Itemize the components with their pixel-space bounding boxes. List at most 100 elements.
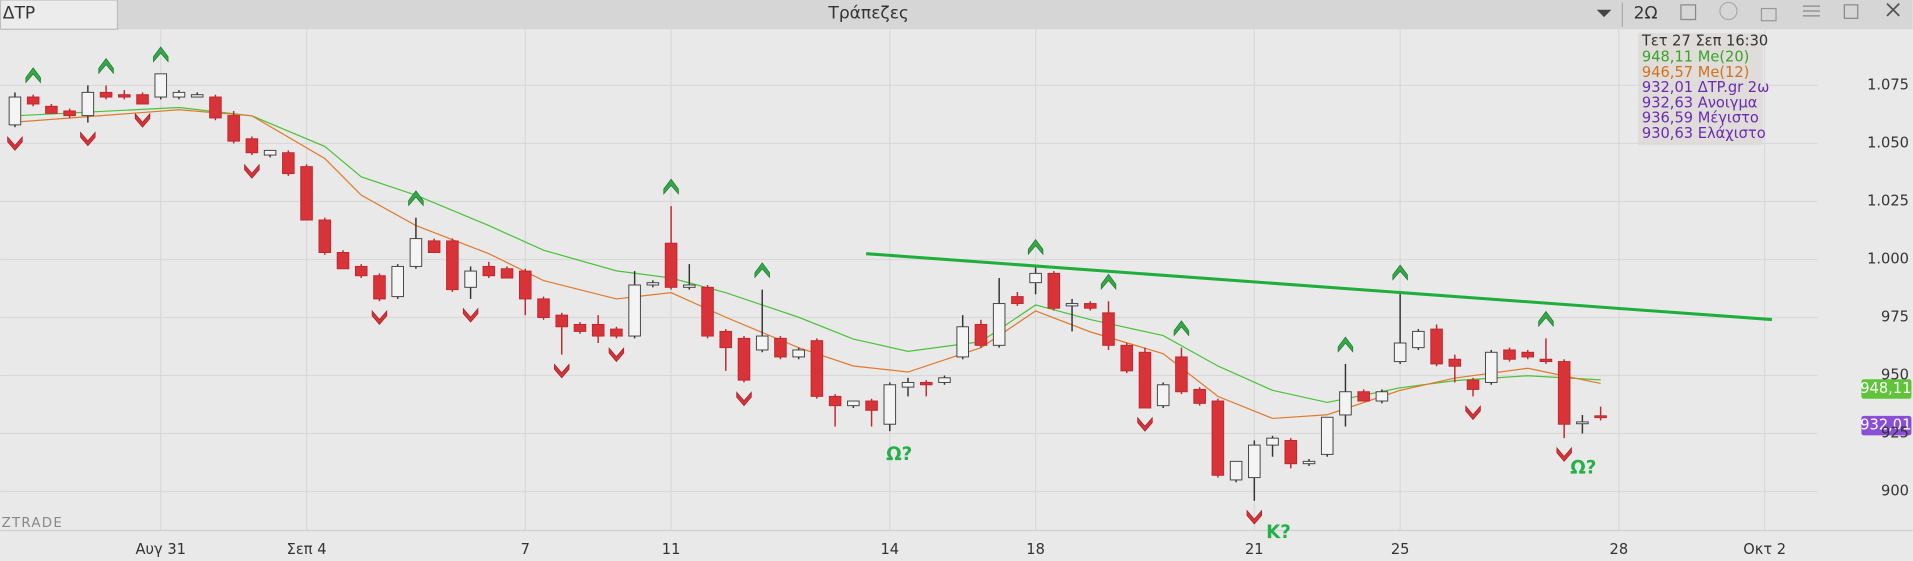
candle-body — [591, 323, 605, 337]
candle-body — [1576, 421, 1589, 425]
candle-body — [1375, 391, 1389, 402]
x-tick-label: 18 — [1026, 541, 1045, 558]
candle-body — [318, 219, 332, 253]
candle-body — [1503, 349, 1516, 360]
candle-body — [1193, 388, 1206, 404]
toolbar-title: Τράπεζες — [827, 3, 909, 23]
toolbar — [0, 0, 1913, 30]
candle-body — [263, 149, 277, 156]
candle-body — [1156, 384, 1170, 407]
sell-signal — [7, 135, 23, 151]
moving-average — [14, 109, 1601, 420]
candle-body — [99, 91, 113, 98]
x-tick-label: Οκτ 2 — [1743, 541, 1786, 558]
sell-signal — [1465, 405, 1481, 421]
candle-body — [63, 110, 76, 117]
candle-body — [282, 152, 295, 175]
candle-body — [464, 270, 477, 288]
close-button[interactable] — [1886, 3, 1900, 17]
candle-body — [446, 240, 459, 291]
candle-body — [810, 340, 824, 397]
candle-body — [209, 96, 222, 119]
candle-body — [1011, 296, 1024, 305]
icon-menu[interactable] — [1802, 5, 1820, 17]
interval[interactable]: 2Ω — [1634, 3, 1658, 23]
candle-body — [992, 303, 1006, 346]
price-badge-last-label: 932,01 — [1860, 417, 1911, 434]
candle-body — [610, 328, 623, 337]
candle-body — [1357, 391, 1370, 402]
sell-signal — [736, 391, 752, 407]
candle-body — [1065, 303, 1079, 307]
candle-body — [1102, 312, 1115, 346]
price-badge-ma20 — [1861, 379, 1912, 399]
candle-body — [1557, 361, 1571, 425]
buy-signal — [98, 57, 114, 75]
candle-body — [409, 238, 423, 267]
candle-body — [1594, 415, 1607, 419]
symbol-tab[interactable] — [0, 0, 119, 30]
buy-signal — [1027, 238, 1044, 256]
icon-save[interactable] — [1680, 4, 1697, 21]
candle-body — [1448, 358, 1462, 367]
candle-body — [482, 265, 496, 277]
x-tick-label: 11 — [662, 541, 681, 558]
buy-signal — [1100, 273, 1117, 291]
y-tick-label: 975 — [1881, 308, 1909, 325]
y-tick-label: 1.000 — [1867, 250, 1909, 267]
icon-window[interactable] — [1843, 4, 1859, 19]
annotation: Ω? — [886, 444, 912, 465]
info-open: 932,63 Ανοιγμα — [1642, 95, 1758, 112]
sell-signal — [554, 363, 570, 379]
candle-body — [1029, 272, 1042, 284]
candle-body — [828, 395, 842, 407]
candle-body — [518, 270, 532, 300]
candle-body — [1430, 328, 1443, 365]
candle-body — [537, 298, 550, 318]
candle-body — [664, 242, 678, 288]
sell-signal — [80, 131, 96, 147]
candle-body — [1302, 460, 1316, 465]
candle-body — [1339, 391, 1352, 416]
candle-body — [719, 330, 733, 349]
buy-signal — [1173, 320, 1190, 337]
candle-body — [883, 384, 897, 425]
y-tick-label: 1.025 — [1867, 192, 1909, 209]
candle-body — [1393, 342, 1407, 363]
candle-body — [919, 381, 933, 386]
candle-body — [1284, 439, 1298, 465]
candle-body — [81, 91, 95, 117]
candle-body — [1120, 344, 1134, 372]
icon-lock[interactable] — [1760, 7, 1777, 22]
buy-signal — [408, 190, 424, 207]
x-tick-label: 21 — [1245, 541, 1264, 558]
x-tick-label: 14 — [880, 541, 899, 558]
x-tick-label: Σεπ 4 — [287, 541, 327, 558]
candle-body — [755, 335, 769, 351]
sell-signal — [1246, 509, 1263, 525]
candle-body — [154, 73, 168, 98]
candle-body — [26, 96, 40, 105]
candle-body — [1047, 272, 1061, 309]
candle-body — [1248, 444, 1261, 479]
icon-quote[interactable] — [1719, 1, 1738, 21]
sell-signal — [1137, 416, 1153, 432]
candle-body — [227, 115, 240, 142]
candle-body — [427, 240, 441, 253]
x-tick-label: 7 — [521, 541, 530, 558]
candle-body — [938, 377, 951, 383]
candle-body — [792, 349, 805, 358]
plot — [7, 46, 1773, 525]
dropdown[interactable] — [1596, 9, 1612, 18]
candle-body — [8, 96, 22, 126]
candle-body — [1466, 379, 1480, 390]
x-tick-label: Αυγ 31 — [136, 541, 186, 558]
candle-body — [391, 265, 404, 298]
price-badge-last — [1861, 415, 1912, 436]
candle-body — [45, 105, 58, 114]
y-tick-label: 1.050 — [1867, 134, 1909, 151]
candle-body — [500, 268, 514, 279]
y-tick-label: 1.075 — [1867, 76, 1909, 93]
symbol: ΔΤΡ — [3, 3, 35, 23]
x-tick-label: 25 — [1391, 541, 1410, 558]
